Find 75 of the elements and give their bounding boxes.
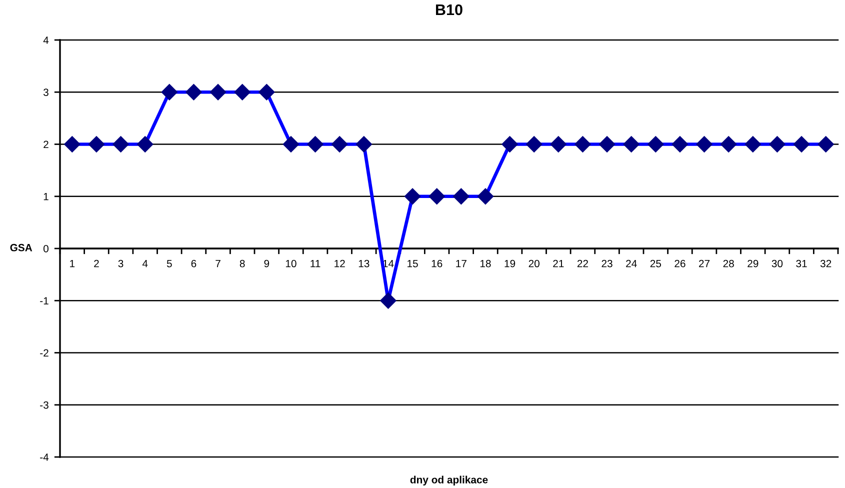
x-tick-label: 23 [602,260,612,268]
point [502,136,518,152]
point [818,136,834,152]
x-tick-label: 32 [820,260,832,268]
point [648,136,664,152]
x-tick-label: 27 [699,260,710,268]
point [598,136,616,152]
y-tick-label: -1 [40,297,48,304]
x-tick-label: 18 [480,260,491,268]
x-tick-label: 31 [796,260,807,268]
x-tick-label: 26 [674,260,686,268]
x-tick-label: 30 [772,260,783,268]
x-tick-label: 12 [334,260,345,268]
point [332,136,348,152]
point [720,136,737,152]
point [769,136,786,152]
point [282,136,300,152]
x-tick-label: 6 [191,260,196,268]
point [210,84,226,100]
x-tick-label: 10 [286,260,296,268]
x-tick-label: 15 [408,260,418,268]
x-tick-label: 4 [142,260,148,268]
x-tick-label: 29 [748,260,758,268]
point [356,136,372,152]
x-tick-label: 7 [216,260,220,268]
x-tick-label: 19 [504,260,516,268]
x-tick-label: 1 [70,260,75,268]
point [404,188,421,204]
y-tick-label: 0 [44,245,48,252]
x-axis-title: dny od aplikace [410,476,488,486]
point [307,136,324,152]
point [477,188,494,204]
point [234,84,250,100]
point [380,292,396,309]
x-tick-label: 25 [650,260,662,268]
point [64,136,80,152]
x-tick-label: 17 [456,260,466,268]
point [453,188,470,204]
x-tick-label: 2 [94,260,99,268]
point [696,136,712,152]
y-tick-label: 4 [43,36,49,44]
x-tick-label: 20 [528,260,540,268]
x-tick-label: 9 [264,260,270,268]
x-tick-label: 13 [358,260,370,268]
point [550,136,566,152]
x-tick-label: 11 [310,260,320,268]
point [428,188,445,204]
point [258,84,275,100]
x-tick-label: 22 [577,260,588,268]
y-tick-label: 2 [44,140,48,148]
x-tick-label: 21 [553,260,564,268]
x-tick-label: 28 [723,260,734,268]
y-tick-label: -3 [40,401,48,409]
x-tick-label: 16 [432,260,442,268]
point [744,136,761,152]
point [161,84,178,100]
x-tick-label: 8 [240,260,245,268]
point [88,136,105,152]
x-tick-label: 3 [118,260,124,268]
y-tick-label: -4 [40,454,49,461]
x-tick-label: 5 [166,260,172,268]
point [672,136,688,152]
x-tick-label: 24 [626,260,637,268]
point [137,136,154,152]
point [574,136,591,152]
y-tick-label: 3 [43,88,48,96]
y-tick-label: 1 [44,192,48,200]
point [526,136,542,152]
y-tick-label: -2 [40,349,48,357]
point [186,84,202,100]
point [623,136,640,152]
point [112,136,129,152]
chart-title: B10 [436,4,462,16]
y-axis-title: GSA [10,244,32,252]
point [793,136,810,152]
